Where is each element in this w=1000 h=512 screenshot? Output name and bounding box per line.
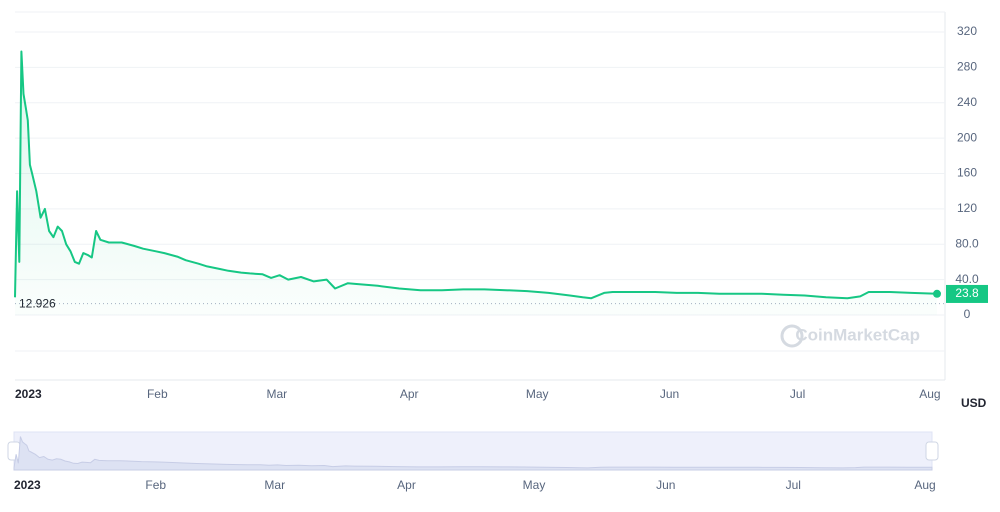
x-tick-label: Apr: [400, 387, 419, 401]
navigator-tick-label: Jul: [786, 478, 801, 492]
y-tick-label: 200: [957, 130, 977, 144]
navigator-handle[interactable]: [7, 441, 21, 461]
y-tick-label: 80.0: [955, 236, 979, 250]
y-tick-label: 320: [957, 24, 977, 38]
y-tick-label: 160: [957, 166, 977, 180]
price-tag-label: 23.8: [955, 286, 979, 300]
x-tick-label: May: [526, 387, 549, 401]
x-tick-label: Jun: [660, 387, 679, 401]
currency-label: USD: [961, 396, 987, 410]
navigator-tick-label: Mar: [264, 478, 285, 492]
x-tick-label: 2023: [15, 387, 42, 401]
x-tick-label: Jul: [790, 387, 805, 401]
y-tick-label: 240: [957, 95, 977, 109]
navigator-tick-label: Apr: [397, 478, 416, 492]
navigator-handle[interactable]: [925, 441, 939, 461]
navigator-tick-label: Jun: [656, 478, 675, 492]
navigator-tick-label: May: [523, 478, 546, 492]
y-tick-label: 280: [957, 60, 977, 74]
x-tick-label: Mar: [267, 387, 288, 401]
x-tick-label: Feb: [147, 387, 168, 401]
y-tick-label: 0: [964, 307, 971, 321]
navigator-tick-label: Feb: [145, 478, 166, 492]
last-point: [933, 289, 941, 298]
watermark-logo: [780, 324, 804, 348]
y-tick-label: 120: [957, 201, 977, 215]
price-area: [15, 51, 937, 315]
price-tag: [946, 284, 988, 303]
navigator-tick-label: Aug: [914, 478, 935, 492]
x-tick-label: Aug: [919, 387, 940, 401]
y-tick-label: 40.0: [955, 272, 979, 286]
navigator-tick-label: 2023: [14, 478, 41, 492]
price-line: [14, 50, 938, 300]
navigator-line: [13, 436, 933, 471]
watermark: CoinMarketCap: [795, 325, 920, 344]
